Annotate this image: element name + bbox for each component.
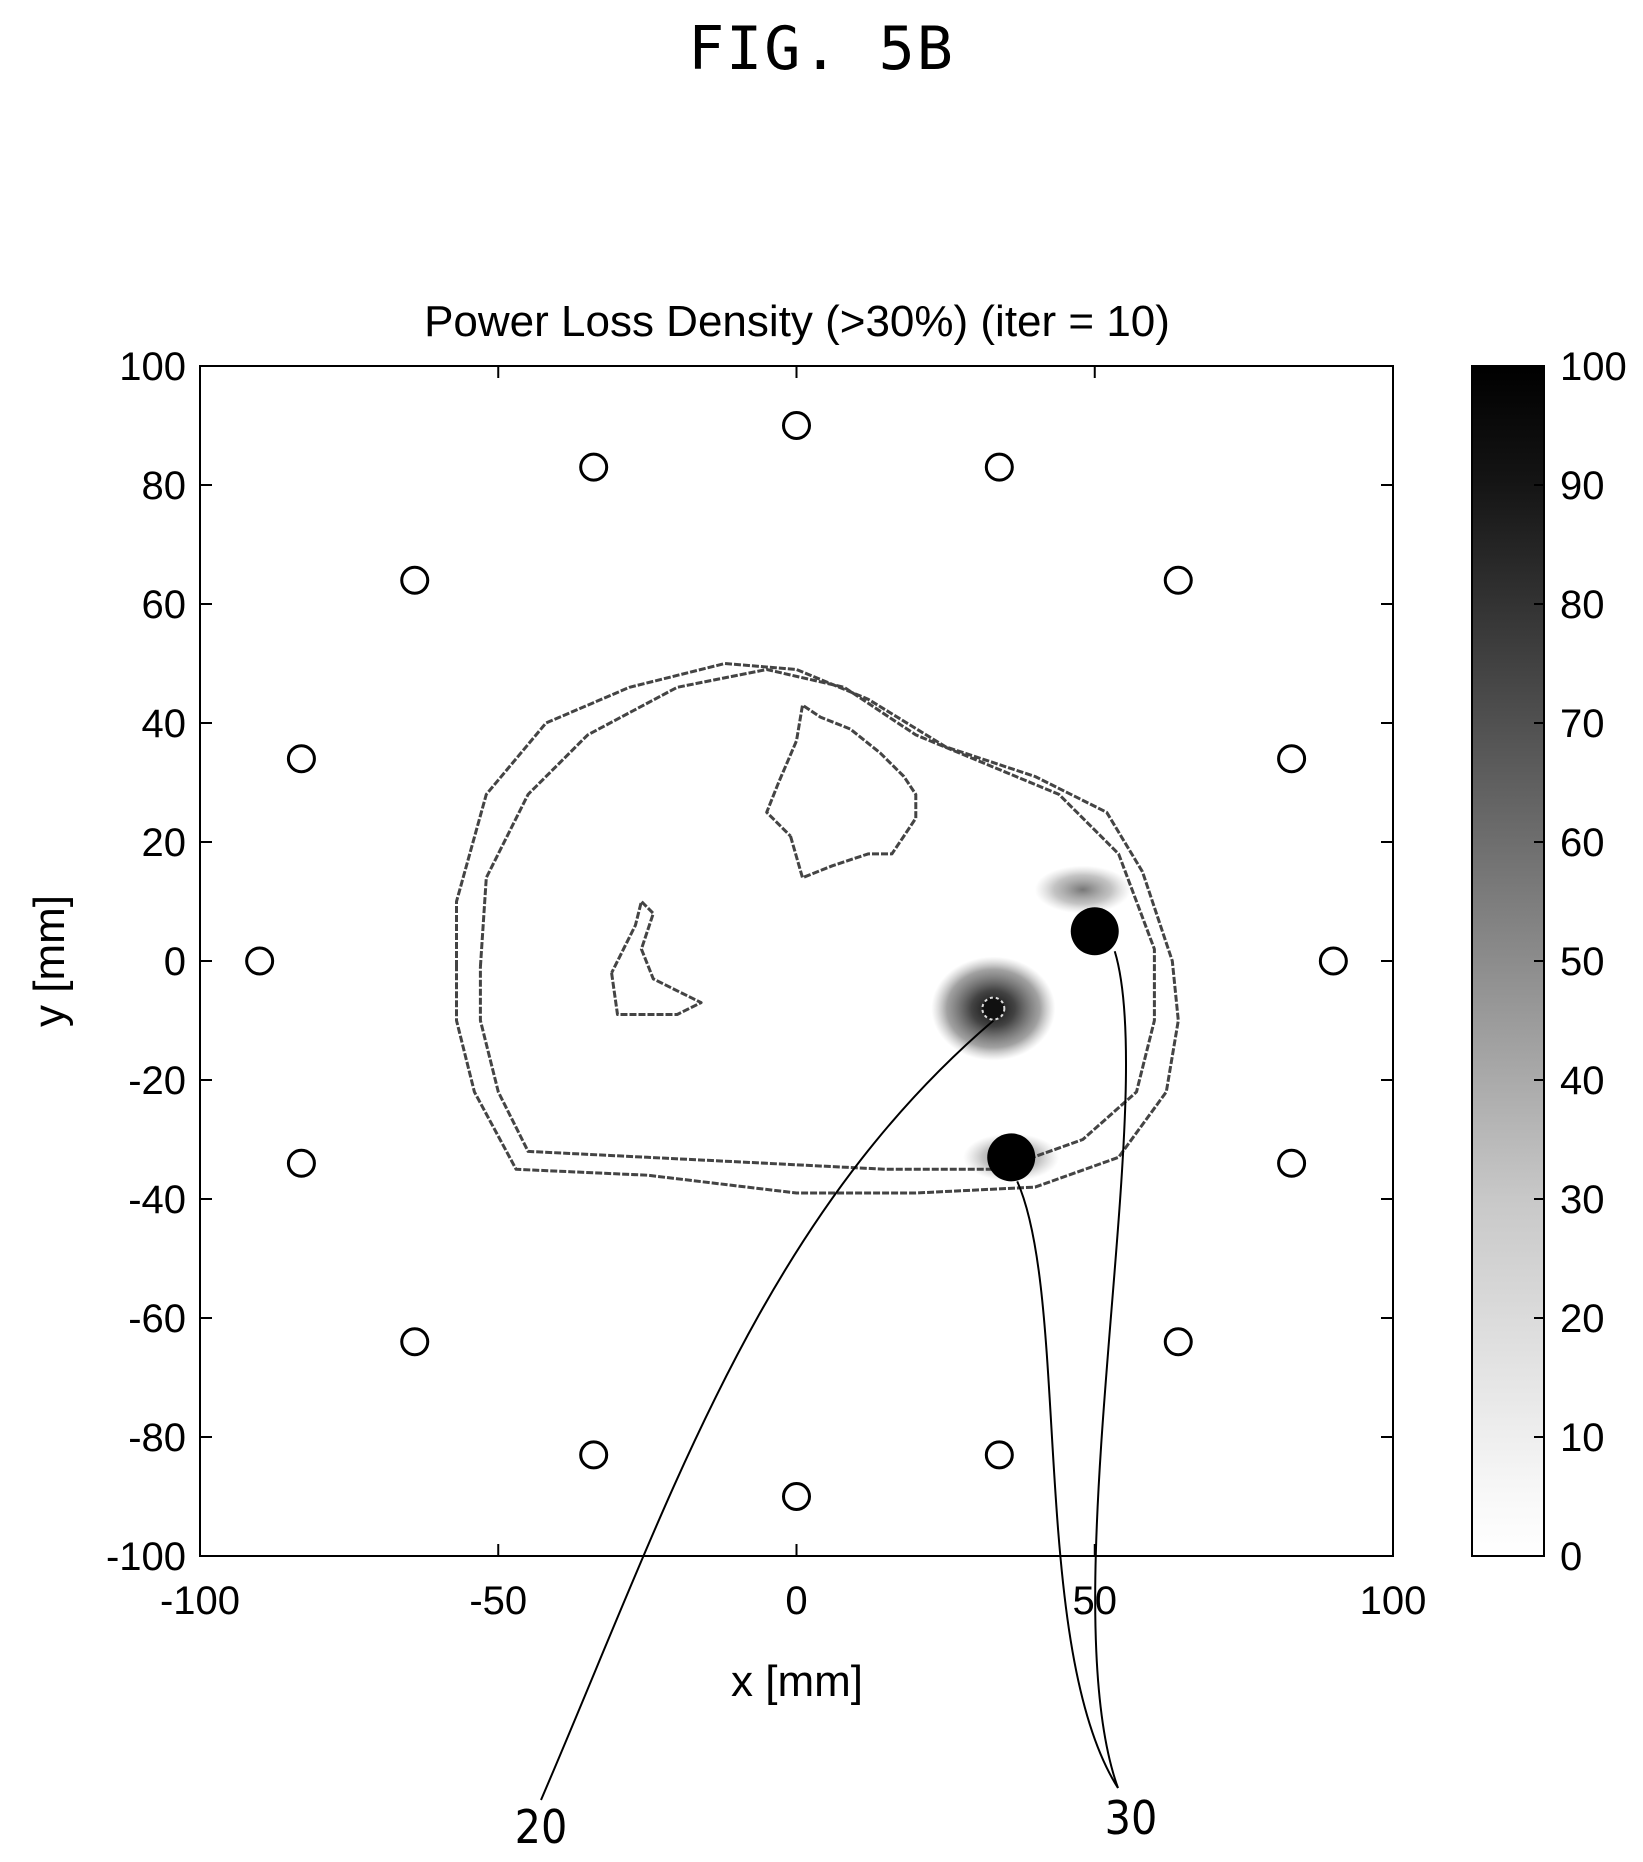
marker-1	[987, 1133, 1036, 1182]
antenna-ring	[245, 411, 1348, 1511]
cbar-tick-label-1: 90	[1560, 464, 1605, 508]
y-tick-label-1: 80	[142, 464, 187, 508]
y-tick-label-5: 0	[164, 940, 186, 984]
figure-label: FIG. 5B	[688, 14, 955, 84]
contour-layer	[455, 662, 1180, 1195]
y-tick-label-0: 100	[119, 345, 186, 389]
antenna-5	[1277, 1148, 1307, 1178]
cbar-tick-label-8: 20	[1560, 1297, 1605, 1341]
y-tick-label-4: 20	[142, 821, 187, 865]
target-point	[981, 996, 1006, 1021]
antenna-9	[579, 1440, 609, 1470]
small-loop-contour	[610, 900, 703, 1016]
x-axis-ticks: -100 -50 0 50 100	[160, 366, 1426, 1623]
antenna-3	[1277, 744, 1307, 774]
antenna-8	[782, 1482, 811, 1511]
antenna-15	[579, 452, 609, 482]
antenna-2	[1163, 565, 1193, 595]
x-axis-label: x [mm]	[731, 1657, 863, 1706]
cbar-tick-label-9: 10	[1560, 1416, 1605, 1460]
marker-0	[1070, 907, 1119, 956]
inner-contour	[478, 668, 1156, 1171]
annotation-label-20: 20	[515, 1800, 568, 1854]
y-tick-label-3: 40	[142, 702, 187, 746]
leader-line-30-a	[1094, 950, 1127, 1789]
y-tick-label-9: -80	[128, 1416, 186, 1460]
cbar-tick-label-7: 30	[1560, 1178, 1605, 1222]
antenna-6	[1163, 1327, 1193, 1357]
antenna-12	[245, 946, 275, 976]
plot-frame	[199, 365, 1394, 1557]
y-tick-label-7: -40	[128, 1178, 186, 1222]
annotation-label-30: 30	[1105, 1791, 1158, 1845]
leader-line-30-b	[1016, 1180, 1119, 1789]
colorbar	[1471, 365, 1545, 1557]
antenna-11	[286, 1148, 316, 1178]
y-tick-label-8: -60	[128, 1297, 186, 1341]
cbar-tick-label-10: 0	[1560, 1535, 1582, 1579]
cbar-tick-label-2: 80	[1560, 583, 1605, 627]
structure-contour	[765, 703, 918, 880]
antenna-1	[984, 452, 1014, 482]
antenna-7	[984, 1440, 1014, 1470]
y-tick-label-6: -20	[128, 1059, 186, 1103]
antenna-4	[1318, 946, 1348, 976]
antenna-0	[782, 411, 811, 440]
cbar-tick-label-5: 50	[1560, 940, 1605, 984]
leader-lines	[540, 950, 1127, 1801]
leader-line-20	[540, 1019, 994, 1801]
x-tick-label-1: -50	[469, 1579, 527, 1623]
y-axis-ticks: 100 80 60 40 20 0 -20 -40 -60 -80 -100	[106, 345, 1393, 1579]
cbar-tick-label-6: 40	[1560, 1059, 1605, 1103]
antenna-13	[286, 744, 316, 774]
chart-title: Power Loss Density (>30%) (iter = 10)	[424, 297, 1170, 346]
x-tick-label-4: 100	[1360, 1579, 1427, 1623]
antenna-10	[400, 1327, 430, 1357]
hotspot-1	[1034, 865, 1131, 914]
outer-contour	[455, 662, 1180, 1195]
antenna-14	[400, 565, 430, 595]
cbar-tick-label-4: 60	[1560, 821, 1605, 865]
y-axis-label: y [mm]	[25, 895, 74, 1027]
x-tick-label-0: -100	[160, 1579, 240, 1623]
y-tick-label-10: -100	[106, 1535, 186, 1579]
cbar-tick-label-3: 70	[1560, 702, 1605, 746]
y-tick-label-2: 60	[142, 583, 187, 627]
cbar-tick-label-0: 100	[1560, 345, 1627, 389]
marker-layer	[987, 907, 1119, 1182]
x-tick-label-2: 0	[785, 1579, 807, 1623]
